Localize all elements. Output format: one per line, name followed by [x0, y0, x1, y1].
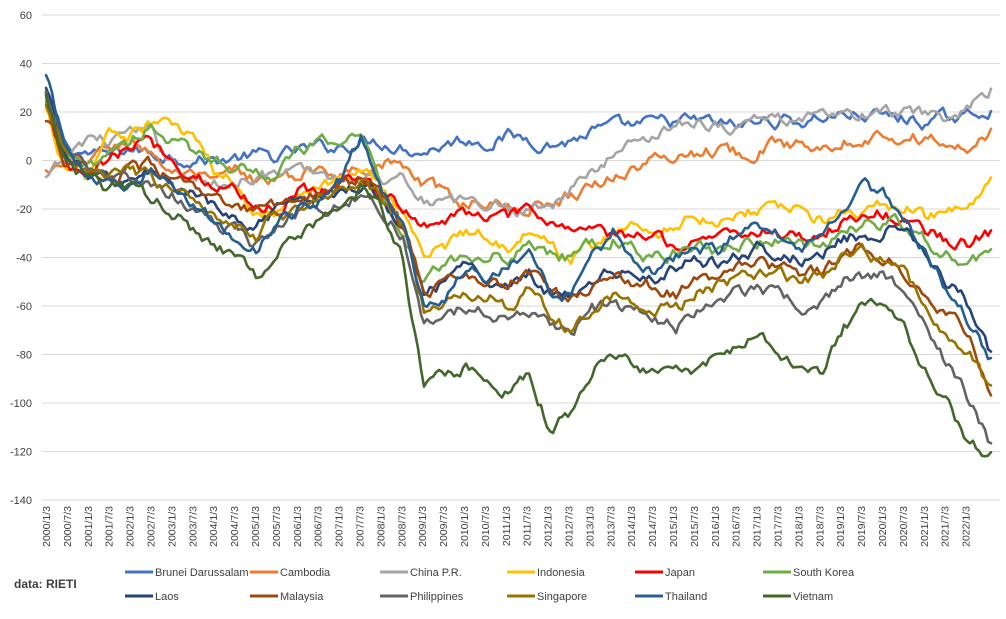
- y-tick-label: 0: [26, 156, 32, 168]
- x-tick-label: 2003/7/3: [187, 506, 199, 547]
- x-tick-label: 2002/1/3: [125, 506, 137, 547]
- x-tick-label: 2001/1/3: [83, 506, 95, 547]
- x-tick-label: 2011/7/3: [522, 506, 534, 546]
- x-tick-label: 2018/7/3: [814, 506, 826, 547]
- series-line-thailand: [44, 73, 993, 361]
- x-tick-label: 2004/1/3: [208, 506, 220, 547]
- x-tick-label: 2022/1/3: [961, 506, 973, 547]
- x-tick-label: 2014/7/3: [647, 506, 659, 547]
- legend-label-japan: Japan: [665, 567, 695, 579]
- y-tick-label: -80: [16, 350, 32, 362]
- source-label: data: RIETI: [14, 577, 77, 591]
- legend-label-malaysia: Malaysia: [280, 591, 324, 603]
- x-tick-label: 2008/1/3: [375, 506, 387, 547]
- x-tick-label: 2003/1/3: [166, 506, 178, 547]
- x-tick-label: 2018/1/3: [793, 506, 805, 547]
- legend-label-philippines: Philippines: [410, 591, 464, 603]
- x-tick-label: 2006/7/3: [313, 506, 325, 547]
- y-tick-label: -60: [16, 301, 32, 313]
- x-tick-label: 2020/1/3: [877, 506, 889, 547]
- series-line-japan: [44, 94, 993, 252]
- series-lines: [44, 73, 993, 458]
- x-tick-label: 2001/7/3: [104, 506, 116, 547]
- x-tick-label: 2000/7/3: [62, 506, 74, 547]
- y-tick-label: -100: [10, 398, 32, 410]
- x-tick-label: 2020/7/3: [898, 506, 910, 547]
- x-tick-label: 2013/7/3: [605, 506, 617, 547]
- series-line-malaysia: [44, 119, 993, 397]
- x-tick-label: 2007/1/3: [334, 506, 346, 547]
- legend: Brunei Darussalam Cambodia China P.R. Indon…: [125, 567, 855, 603]
- y-tick-label: -40: [16, 253, 32, 265]
- legend-label-thailand: Thailand: [665, 591, 707, 603]
- y-tick-label: -120: [10, 447, 32, 459]
- legend-label-china-p-r-: China P.R.: [410, 567, 462, 579]
- series-line-philippines: [44, 90, 993, 445]
- legend-label-cambodia: Cambodia: [280, 567, 331, 579]
- y-tick-label: 20: [20, 107, 32, 119]
- x-tick-label: 2006/1/3: [292, 506, 304, 547]
- y-tick-label: -20: [16, 204, 32, 216]
- legend-label-south-korea: South Korea: [793, 567, 855, 579]
- x-tick-label: 2010/1/3: [459, 506, 471, 547]
- x-tick-label: 2010/7/3: [480, 506, 492, 547]
- x-tick-label: 2013/1/3: [584, 506, 596, 547]
- legend-label-brunei-darussalam: Brunei Darussalam: [155, 567, 249, 579]
- x-tick-label: 2012/1/3: [543, 506, 555, 547]
- y-tick-label: 40: [20, 59, 32, 71]
- legend-label-laos: Laos: [155, 591, 179, 603]
- x-tick-label: 2000/1/3: [41, 506, 53, 547]
- x-tick-label: 2009/1/3: [417, 506, 429, 547]
- x-tick-label: 2016/7/3: [731, 506, 743, 547]
- legend-label-indonesia: Indonesia: [537, 567, 586, 579]
- x-tick-label: 2008/7/3: [396, 506, 408, 547]
- x-tick-label: 2004/7/3: [229, 506, 241, 547]
- x-tick-label: 2007/7/3: [355, 506, 367, 547]
- y-tick-label: 60: [20, 10, 32, 22]
- legend-label-vietnam: Vietnam: [793, 591, 833, 603]
- x-tick-label: 2005/1/3: [250, 506, 262, 547]
- x-tick-label: 2015/7/3: [689, 506, 701, 547]
- x-tick-label: 2012/7/3: [564, 506, 576, 547]
- y-axis: -140 -120 -100 -80 -60 -40 -20 0 20 40 60: [10, 10, 32, 507]
- x-tick-label: 2019/1/3: [835, 506, 847, 547]
- x-tick-label: 2016/1/3: [710, 506, 722, 547]
- series-line-south-korea: [44, 100, 993, 284]
- legend-label-singapore: Singapore: [537, 591, 587, 603]
- x-tick-label: 2014/1/3: [626, 506, 638, 547]
- x-tick-label: 2017/1/3: [752, 506, 764, 547]
- y-tick-label: -140: [10, 495, 32, 507]
- x-tick-label: 2011/1/3: [501, 506, 513, 546]
- series-line-indonesia: [44, 107, 993, 266]
- series-line-brunei-darussalam: [44, 90, 993, 169]
- x-tick-label: 2021/1/3: [919, 506, 931, 547]
- series-line-china-p-r-: [44, 87, 993, 218]
- series-line-vietnam: [44, 92, 993, 458]
- x-tick-label: 2009/7/3: [438, 506, 450, 547]
- x-tick-label: 2002/7/3: [146, 506, 158, 547]
- x-tick-label: 2017/7/3: [773, 506, 785, 547]
- x-tick-label: 2019/7/3: [856, 506, 868, 547]
- x-tick-label: 2015/1/3: [668, 506, 680, 547]
- x-tick-label: 2021/7/3: [940, 506, 952, 547]
- x-axis: 2000/1/3 2000/7/3 2001/1/3 2001/7/3 2002/1/3…: [41, 506, 973, 547]
- x-tick-label: 2005/7/3: [271, 506, 283, 547]
